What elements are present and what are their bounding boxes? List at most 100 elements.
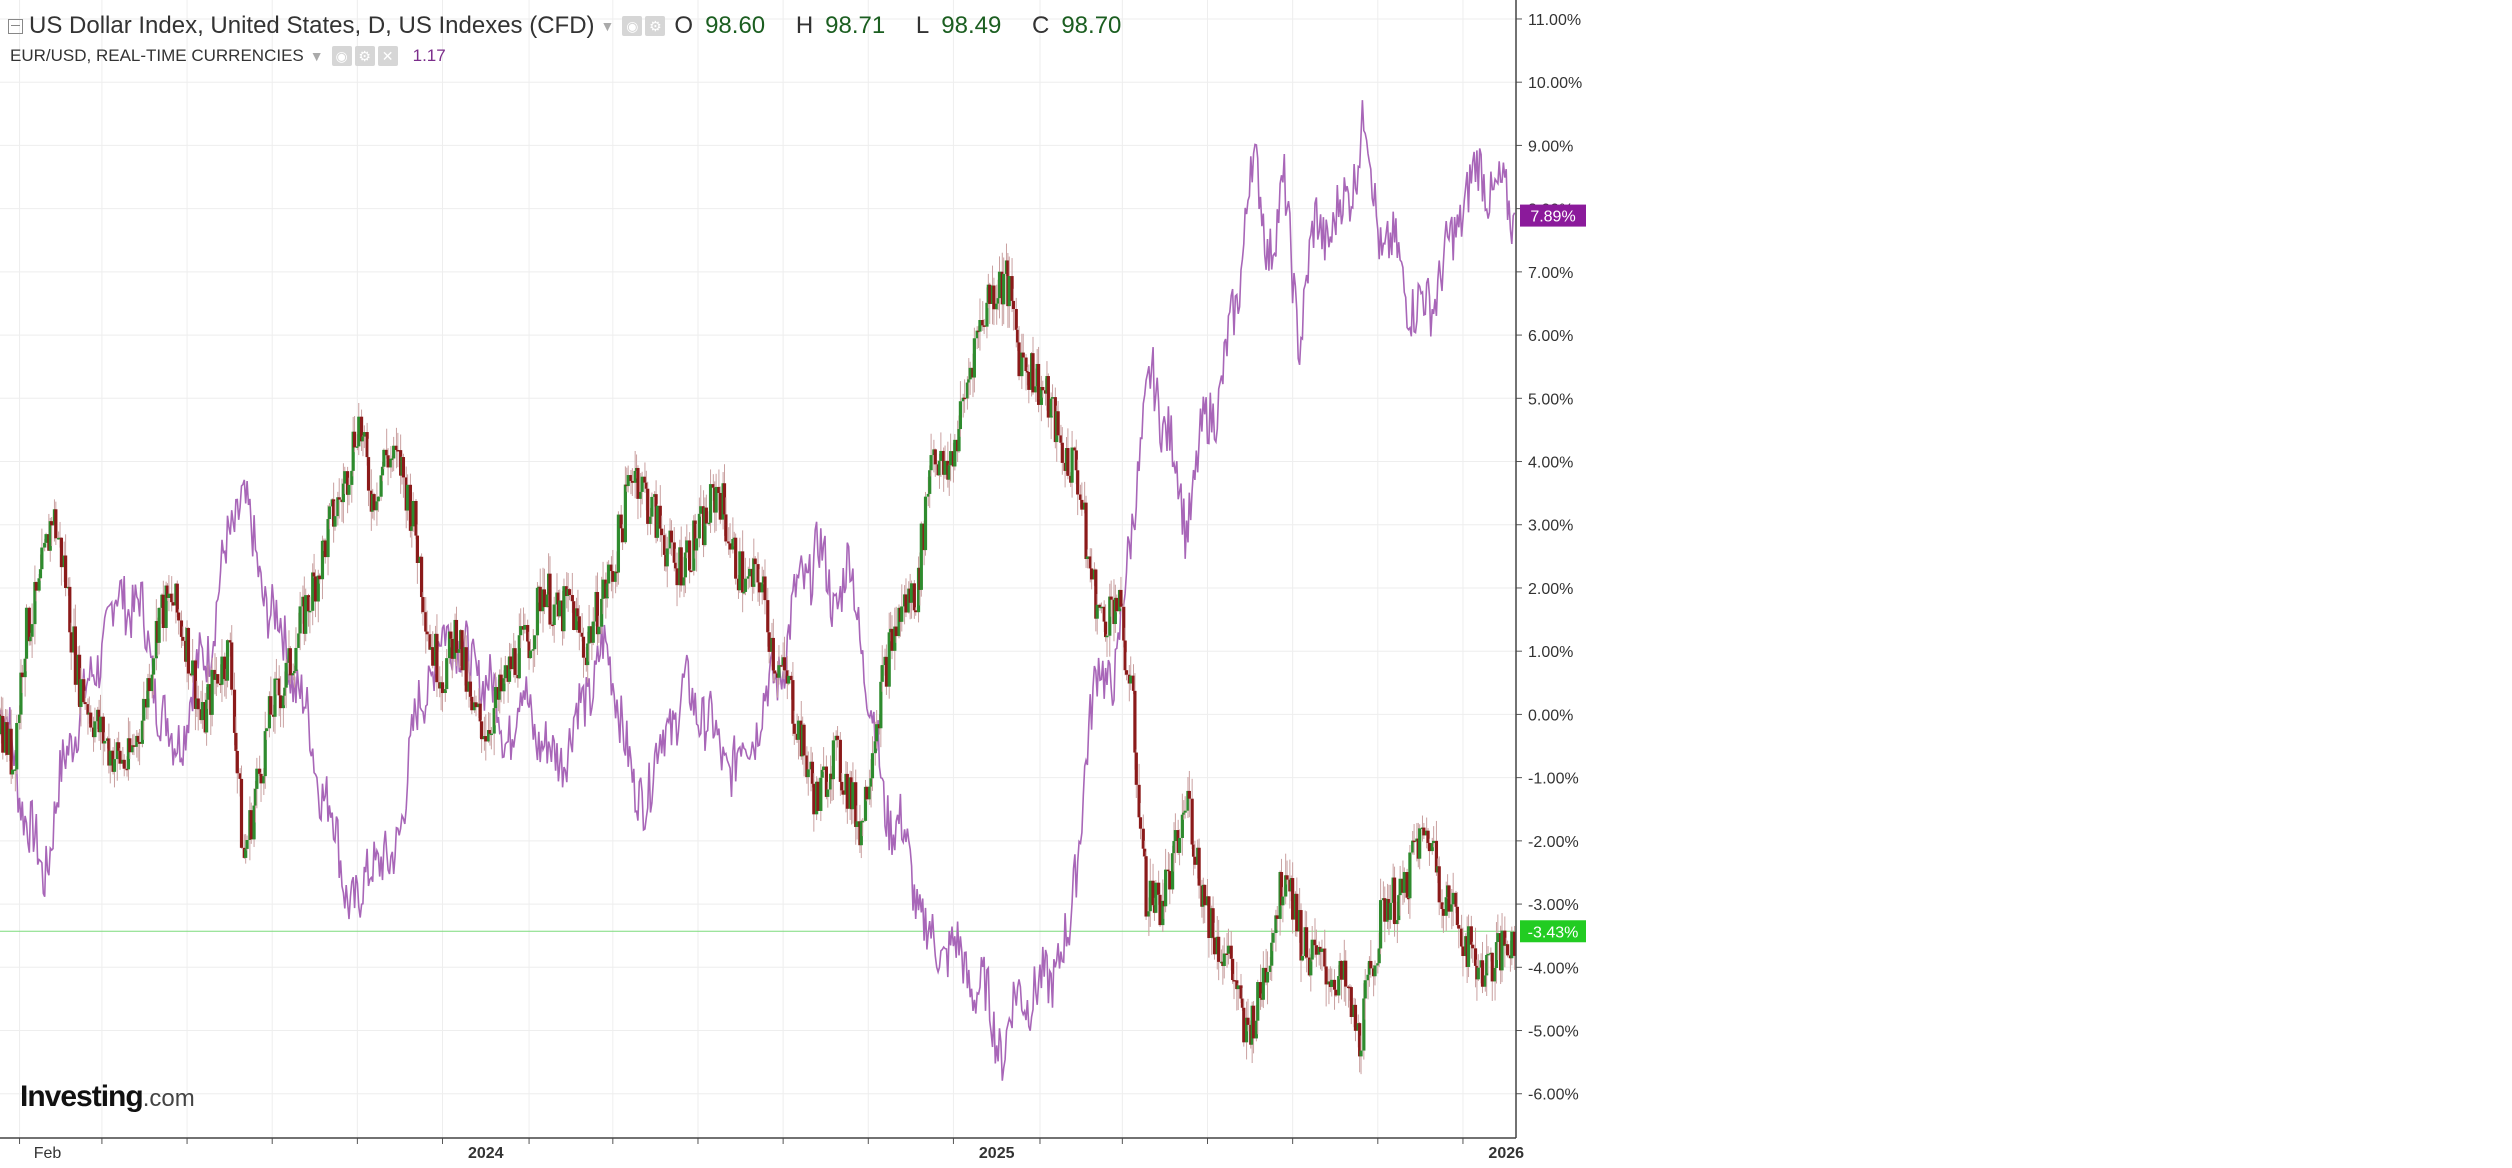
candle-body (558, 600, 562, 617)
chevron-down-icon[interactable]: ▼ (600, 18, 615, 34)
candle-body (812, 783, 816, 815)
candle-body (851, 782, 855, 810)
candle-body (1134, 752, 1138, 785)
candle-body (389, 458, 393, 468)
candle-body (978, 319, 982, 332)
candle-body (1295, 893, 1299, 932)
candle-body (362, 432, 366, 437)
candle-body (502, 678, 506, 692)
candle-body (822, 766, 826, 770)
candle-body (968, 367, 972, 380)
main-symbol-name[interactable]: US Dollar Index, United States, D, US In… (29, 12, 595, 39)
collapse-icon[interactable] (8, 18, 23, 34)
candle-body (292, 671, 297, 674)
candle-body (1025, 371, 1030, 373)
candle-body (658, 505, 662, 529)
candle-body (408, 484, 413, 531)
candle-body (509, 656, 513, 670)
candle-body (179, 620, 184, 637)
candle-body (826, 789, 830, 797)
candle-body (1274, 915, 1278, 934)
candle-body (306, 595, 311, 612)
candle-body (493, 687, 498, 709)
candle-body (1180, 814, 1184, 838)
candle-body (1197, 847, 1201, 886)
candle-body (196, 698, 200, 710)
candle-body (1310, 939, 1314, 960)
candle-body (782, 657, 787, 671)
candle-body (884, 656, 889, 687)
candle-body (401, 457, 406, 478)
investing-logo: Investing.com (20, 1080, 195, 1113)
candle-body (626, 475, 630, 487)
candle-body (996, 298, 1000, 304)
candle-body (1011, 300, 1016, 309)
candle-body (796, 720, 801, 740)
candle-body (863, 786, 868, 821)
candle-body (636, 467, 640, 499)
candle-body (337, 497, 341, 500)
visibility-icon[interactable]: ◉ (622, 16, 643, 36)
chevron-down-icon[interactable]: ▼ (309, 48, 324, 64)
candle-body (117, 742, 121, 751)
candle-body (1183, 810, 1187, 813)
settings-icon[interactable]: ⚙ (354, 46, 375, 66)
candle-body (443, 689, 447, 694)
candle-body (313, 576, 318, 602)
candle-body (29, 636, 33, 642)
candle-body (685, 540, 689, 553)
candle-body (488, 730, 492, 734)
candle-body (1440, 902, 1444, 910)
candle-body (957, 429, 961, 452)
ohlc-low: L 98.49 (915, 12, 1002, 39)
candle-body (1147, 911, 1151, 917)
candle-body (943, 460, 947, 475)
y-tick-label: 1.00% (1528, 644, 1573, 661)
candle-body (777, 665, 781, 678)
candle-body (873, 741, 877, 754)
candle-body (474, 702, 478, 708)
candle-body (411, 500, 415, 527)
candle-body (1476, 967, 1480, 980)
candle-body (802, 724, 806, 756)
candle-body (1363, 980, 1367, 999)
candle-body (734, 537, 738, 579)
candle-body (147, 678, 151, 692)
candle-body (1144, 856, 1148, 917)
candle-body (819, 777, 823, 811)
main-symbol-header: US Dollar Index, United States, D, US In… (0, 10, 1145, 42)
candle-body (298, 606, 302, 634)
candle-body (5, 722, 9, 755)
candle-body (54, 509, 58, 539)
close-icon[interactable]: ✕ (377, 46, 398, 66)
candle-body (1014, 308, 1018, 330)
candle-body (697, 513, 701, 539)
candle-body (1450, 904, 1454, 912)
candle-body (576, 608, 580, 617)
candle-body (1122, 606, 1126, 641)
candle-body (742, 591, 746, 594)
candle-body (1444, 897, 1448, 916)
candle-body (1469, 926, 1473, 945)
candle-body (1388, 902, 1392, 920)
candle-body (1099, 606, 1104, 609)
compare-symbol-name[interactable]: EUR/USD, REAL-TIME CURRENCIES (10, 46, 304, 65)
candle-body (722, 483, 727, 515)
settings-icon[interactable]: ⚙ (645, 16, 666, 36)
candle-body (620, 528, 625, 543)
candle-body (746, 576, 750, 579)
candle-body (870, 753, 875, 779)
candle-body (992, 285, 996, 310)
candle-body (235, 750, 239, 774)
candle-body (1369, 960, 1373, 969)
candle-body (933, 449, 937, 465)
candle-body (1138, 817, 1143, 829)
candle-body (567, 589, 572, 596)
y-tick-label: 9.00% (1528, 138, 1573, 155)
candle-body (359, 416, 364, 442)
visibility-icon[interactable]: ◉ (331, 46, 352, 66)
candle-body (662, 535, 667, 555)
candle-body (724, 514, 728, 542)
candle-body (791, 680, 795, 724)
